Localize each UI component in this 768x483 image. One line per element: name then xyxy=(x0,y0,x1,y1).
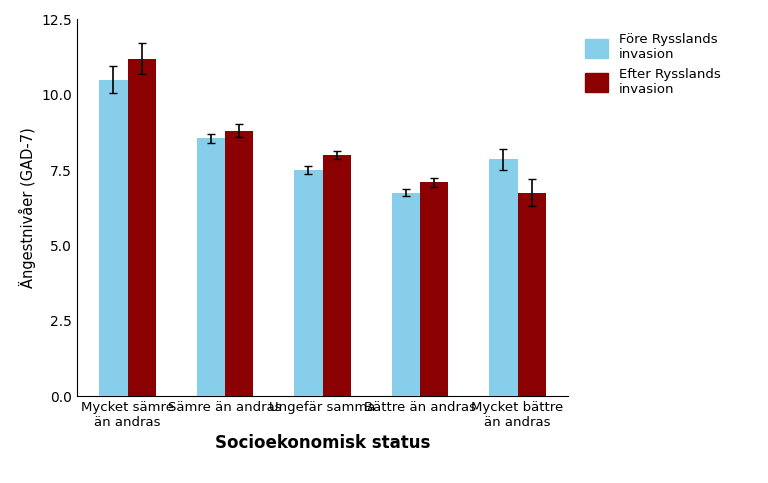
Legend: Före Rysslands
invasion, Efter Rysslands
invasion: Före Rysslands invasion, Efter Rysslands… xyxy=(584,33,721,96)
Bar xyxy=(489,159,518,396)
Bar xyxy=(392,193,420,396)
Y-axis label: Ängestnivåer (GAD-7): Ängestnivåer (GAD-7) xyxy=(18,128,35,288)
Bar xyxy=(294,170,323,396)
Bar xyxy=(197,138,225,396)
Bar xyxy=(127,58,156,396)
X-axis label: Socioekonomisk status: Socioekonomisk status xyxy=(215,435,430,453)
Bar xyxy=(518,193,546,396)
Bar xyxy=(420,182,449,396)
Bar xyxy=(225,131,253,396)
Bar xyxy=(99,80,127,396)
Bar xyxy=(323,155,351,396)
